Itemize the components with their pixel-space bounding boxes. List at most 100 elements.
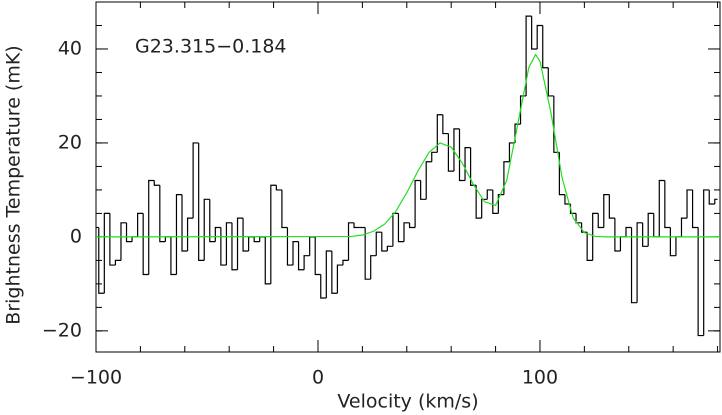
spectrum-channel — [248, 236, 255, 251]
spectrum-channel — [475, 185, 482, 219]
spectrum-channel — [103, 212, 110, 294]
spectrum-channel — [342, 259, 349, 266]
y-axis-label: Brightness Temperature (mK) — [3, 45, 25, 324]
spectrum-channel — [658, 179, 665, 237]
spectrum-channel — [447, 133, 454, 172]
spectrum-channel — [98, 227, 105, 294]
spectrum-channel — [420, 180, 427, 200]
spectrum-channel — [686, 189, 693, 219]
spectrum-channel — [109, 213, 116, 266]
spectrum-channel — [159, 185, 166, 243]
spectrum-channel — [630, 227, 638, 304]
spectrum-channel — [425, 161, 432, 200]
spectrum-channel — [148, 179, 155, 275]
spectrum-channel — [231, 222, 238, 271]
spectrum-channel — [564, 194, 571, 205]
spectrum-channel — [619, 236, 626, 251]
spectrum-channel — [558, 152, 565, 196]
spectrum-channel — [642, 222, 649, 247]
spectrum-channel — [603, 194, 610, 228]
spectrum-channel — [253, 236, 260, 243]
spectrum-channel — [492, 189, 499, 215]
spectrum-channel — [403, 222, 410, 242]
x-tick-label: −100 — [70, 367, 122, 389]
spectrum-channel — [714, 198, 718, 205]
spectrum-channel — [347, 222, 355, 261]
spectrum-channel — [408, 222, 416, 229]
spectrum-channel — [314, 236, 321, 276]
spectrum-channel — [153, 180, 160, 186]
spectrum-channel — [458, 128, 466, 182]
spectrum-channel — [364, 227, 371, 280]
spectrum-channel — [386, 245, 393, 251]
spectrum-channel — [175, 194, 183, 275]
spectrum — [96, 15, 718, 337]
spectrum-channel — [125, 222, 133, 243]
spectrum-channel — [259, 236, 266, 242]
spectrum-channel — [575, 213, 582, 224]
spectrum-channel — [198, 142, 205, 261]
spectrum-channel — [320, 274, 327, 299]
spectrum-channel — [697, 227, 704, 337]
spectrum-channel — [114, 259, 121, 266]
spectrum-channel — [614, 218, 621, 252]
spectrum-channel — [525, 15, 532, 96]
spectrum-channel — [586, 232, 593, 261]
spectrum-channel — [181, 194, 188, 252]
spectrum-channel — [653, 213, 660, 238]
spectrum-channel — [325, 250, 332, 298]
spectrum-channel — [192, 142, 199, 219]
spectrum-channel — [170, 236, 177, 276]
spectrum-channel — [464, 147, 471, 181]
spectrum-channel — [592, 212, 599, 261]
spectrum-channel — [497, 194, 504, 214]
spectrum-channel — [597, 213, 604, 229]
spectrum-channel — [691, 189, 699, 229]
spectrum-channel — [242, 218, 249, 252]
spectrum-channel — [519, 95, 527, 125]
fit-line — [95, 53, 720, 238]
y-tick-label: 20 — [58, 131, 82, 153]
spectrum-channel — [708, 189, 715, 205]
spectrum-channel — [309, 236, 316, 256]
spectrum-channel — [669, 227, 676, 257]
y-tick-label: −20 — [42, 319, 82, 341]
spectrum-channel — [236, 217, 244, 270]
spectrum-channel — [680, 217, 688, 237]
spectrum-channel — [336, 264, 343, 294]
spectrum-channel — [580, 222, 588, 233]
spectrum-channel — [675, 236, 682, 256]
annotation: G23.315−0.184 — [135, 36, 287, 58]
spectrum-channel — [281, 189, 288, 229]
spectrum-channel — [542, 25, 549, 69]
x-tick-label: 100 — [522, 367, 558, 389]
spectrum-channel — [264, 236, 271, 285]
y-tick-label: 40 — [58, 37, 82, 59]
spectrum-channel — [120, 222, 127, 261]
spectrum-channel — [414, 179, 421, 228]
spectrum-channel — [481, 198, 488, 219]
spectrum-channel — [636, 222, 643, 303]
spectrum-channel — [297, 241, 305, 271]
x-axis-label: Velocity (km/s) — [337, 391, 478, 413]
spectrum-channel — [397, 213, 405, 243]
spectrum-channel — [209, 199, 216, 243]
spectrum-channel — [270, 184, 277, 284]
spectrum-channel — [137, 212, 144, 237]
spectrum-channel — [436, 114, 443, 153]
plot-frame — [95, 1, 721, 353]
spectrum-channel — [453, 128, 460, 172]
spectrum-channel — [547, 67, 554, 97]
spectrum-channel — [164, 236, 171, 242]
spectrum-channel — [625, 226, 632, 237]
spectrum-channel — [292, 240, 299, 266]
spectrum-channel — [142, 213, 149, 276]
spectrum-channel — [225, 222, 232, 266]
spectrum-channel — [214, 226, 221, 242]
spectrum-channel — [647, 212, 654, 247]
x-tick-label: 0 — [312, 367, 324, 389]
spectrum-channel — [392, 212, 399, 247]
y-tick-label: 0 — [70, 225, 82, 247]
spectrum-channel — [203, 198, 210, 261]
